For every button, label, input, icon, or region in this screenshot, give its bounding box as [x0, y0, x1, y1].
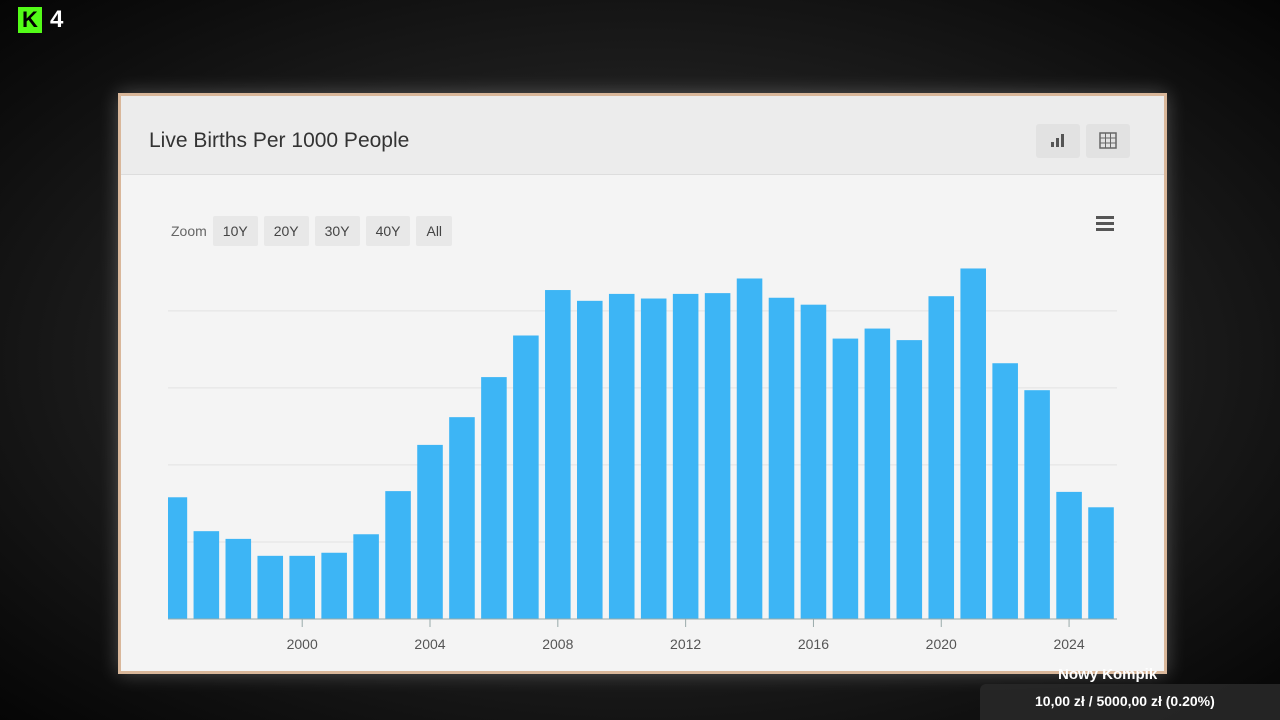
bar — [608, 293, 635, 619]
chart-title: Live Births Per 1000 People — [149, 129, 410, 152]
bar — [385, 491, 411, 619]
menu-button[interactable] — [1096, 216, 1114, 234]
bar — [321, 552, 347, 619]
bar — [545, 290, 571, 619]
zoom-button[interactable]: All — [416, 216, 453, 246]
zoom-button[interactable]: 40Y — [365, 216, 411, 246]
bar — [960, 268, 986, 619]
x-tick-label: 2008 — [542, 636, 573, 652]
bar — [832, 338, 859, 619]
bar — [992, 363, 1018, 619]
bar — [449, 417, 475, 619]
x-tick-label: 2016 — [798, 636, 829, 652]
bar — [353, 534, 379, 619]
goal-title: Nowy Kompik — [1058, 666, 1158, 683]
bar — [800, 304, 827, 619]
bar — [672, 293, 699, 619]
x-tick-label: 2012 — [670, 636, 701, 652]
bar — [1024, 390, 1050, 619]
bar — [1088, 507, 1114, 619]
bar — [576, 300, 603, 619]
bar — [225, 538, 252, 619]
zoom-bar: Zoom 10Y 20Y 30Y 40Y All — [171, 216, 453, 246]
zoom-label: Zoom — [171, 223, 207, 239]
table-view-button[interactable] — [1086, 124, 1130, 158]
bar — [928, 296, 955, 619]
goal-bar — [980, 684, 1280, 720]
zoom-button[interactable]: 10Y — [212, 216, 258, 246]
logo-number: 4 — [50, 6, 64, 33]
bar — [1056, 491, 1082, 619]
chart-view-button[interactable] — [1036, 124, 1080, 158]
bar — [896, 340, 923, 619]
goal-amount: 10,00 zł / 5000,00 zł (0.20%) — [1035, 693, 1215, 709]
channel-logo: K 4 — [18, 6, 63, 34]
bar — [193, 531, 220, 619]
logo-icon: K — [18, 7, 42, 33]
x-tick-label: 2020 — [926, 636, 957, 652]
bar — [864, 328, 891, 619]
bar — [417, 444, 443, 619]
bar — [768, 297, 795, 619]
bar — [257, 555, 284, 619]
card-header: Live Births Per 1000 People — [121, 96, 1164, 175]
zoom-button[interactable]: 20Y — [263, 216, 309, 246]
bar — [168, 497, 188, 619]
bar — [704, 293, 731, 619]
x-tick-label: 2004 — [414, 636, 445, 652]
bar — [289, 555, 315, 619]
bar — [640, 298, 667, 619]
x-tick-label: 2024 — [1053, 636, 1084, 652]
bar — [481, 377, 507, 619]
x-tick-label: 2000 — [287, 636, 318, 652]
bar — [513, 335, 539, 619]
zoom-button[interactable]: 30Y — [314, 216, 360, 246]
bar — [736, 278, 763, 619]
